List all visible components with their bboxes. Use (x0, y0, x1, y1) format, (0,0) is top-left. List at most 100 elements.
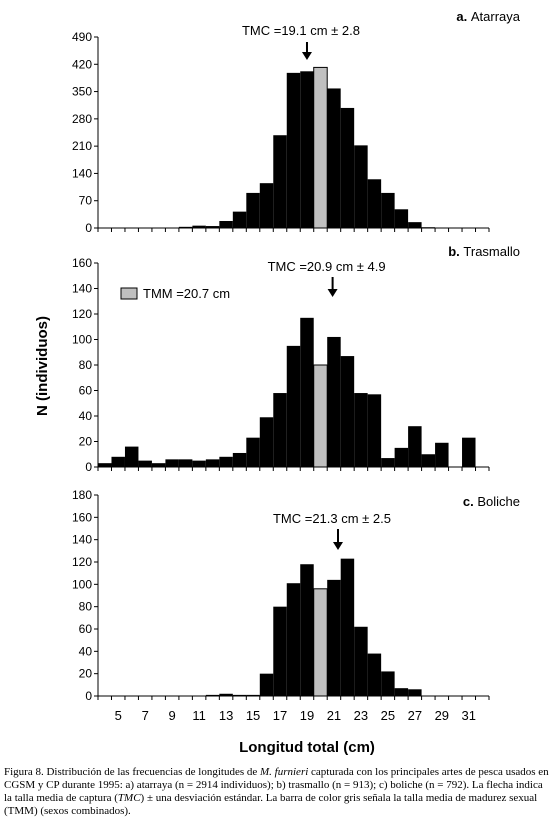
bar (273, 606, 287, 696)
bar (205, 226, 220, 228)
bar (300, 317, 314, 467)
bar (394, 688, 409, 696)
y-axis-label: N (individuos) (34, 316, 51, 416)
tmc-arrow-head (301, 52, 312, 60)
y-tick-label: 180 (72, 488, 92, 502)
y-tick-label: 490 (72, 30, 92, 44)
y-tick-label: 160 (72, 256, 92, 270)
bar (286, 72, 301, 228)
bar (354, 145, 368, 228)
panel-label-letter: b. (448, 244, 463, 259)
panel-label-text: Boliche (477, 494, 520, 509)
bar (232, 694, 247, 696)
y-tick-label: 20 (79, 667, 93, 681)
legend-swatch (120, 287, 138, 300)
bar (408, 222, 422, 228)
bar (462, 437, 476, 467)
y-tick-label: 160 (72, 510, 92, 524)
x-tick-label: 7 (142, 708, 149, 723)
y-tick-label: 80 (79, 600, 93, 614)
bar (394, 447, 409, 467)
bar (340, 107, 355, 228)
y-tick-label: 210 (72, 139, 92, 153)
x-axis-label: Longitud total (cm) (239, 739, 375, 756)
caption-part-2: capturada con los principales artes de p… (4, 766, 549, 804)
y-tick-label: 60 (79, 384, 93, 398)
bar (381, 671, 395, 696)
y-tick-label: 60 (79, 622, 93, 636)
bar (340, 558, 355, 696)
x-tick-label: 5 (115, 708, 122, 723)
bar (300, 564, 314, 696)
y-tick-label: 120 (72, 307, 92, 321)
y-tick-label: 20 (79, 435, 93, 449)
bar (408, 689, 422, 696)
bar (354, 393, 368, 467)
panel-label: a. Atarraya (456, 9, 520, 24)
bar (246, 437, 260, 467)
x-tick-label: 21 (327, 708, 341, 723)
y-tick-label: 120 (72, 555, 92, 569)
bar (354, 626, 368, 696)
x-tick-label: 27 (408, 708, 422, 723)
y-tick-label: 40 (79, 409, 93, 423)
bar (178, 226, 193, 228)
tmc-annotation: TMC =21.3 cm ± 2.5 (273, 511, 391, 526)
bar (205, 694, 220, 696)
y-tick-label: 420 (72, 57, 92, 71)
caption-species: M. furnieri (260, 766, 309, 778)
x-tick-label: 25 (381, 708, 395, 723)
panel-label: b. Trasmallo (448, 244, 520, 259)
x-tick-label: 23 (354, 708, 368, 723)
y-tick-label: 0 (85, 689, 92, 703)
figure-caption: Figura 8. Distribución de las frecuencia… (4, 766, 550, 818)
bar (381, 458, 395, 467)
tmc-annotation: TMC =19.1 cm ± 2.8 (242, 23, 360, 38)
bar (273, 135, 287, 228)
panel-label-text: Atarraya (471, 9, 521, 24)
bar (286, 583, 301, 696)
panel-2: 0 20 40 60 80 100 120 140 160 180 c. Boliche TMC =2… (72, 488, 520, 723)
x-tick-label: 31 (462, 708, 476, 723)
bar (421, 454, 436, 467)
legend-label: TMM =20.7 cm (143, 286, 230, 301)
bar (192, 460, 206, 467)
bar (124, 446, 139, 467)
bar (259, 417, 274, 467)
bar (219, 693, 233, 696)
y-tick-label: 100 (72, 577, 92, 591)
y-tick-label: 140 (72, 282, 92, 296)
panel-label-letter: c. (463, 494, 477, 509)
x-tick-label: 9 (169, 708, 176, 723)
bar (259, 183, 274, 228)
bar (192, 225, 206, 228)
bar (327, 579, 341, 696)
y-tick-label: 140 (72, 533, 92, 547)
bar-highlight (313, 364, 328, 468)
bar (367, 179, 382, 228)
bar (151, 463, 166, 467)
caption-tmc: TMC (117, 792, 141, 804)
bar (381, 192, 395, 228)
bar (300, 71, 314, 229)
panel-label: c. Boliche (463, 494, 520, 509)
x-tick-label: 17 (273, 708, 287, 723)
bar (246, 192, 260, 228)
panel-1: 0 20 40 60 80 100 120 140 160 b. Trasmallo TMC =20… (72, 244, 520, 474)
bar (394, 209, 409, 228)
bar (138, 460, 152, 467)
tmc-annotation: TMC =20.9 cm ± 4.9 (268, 259, 386, 274)
bar (165, 459, 179, 467)
bar (205, 459, 220, 467)
bar (98, 463, 112, 467)
bar (367, 394, 382, 467)
x-tick-label: 19 (300, 708, 314, 723)
bar (327, 336, 341, 467)
bar (259, 673, 274, 696)
y-tick-label: 140 (72, 166, 92, 180)
bar (327, 88, 341, 228)
bar (286, 345, 301, 467)
panel-label-letter: a. (456, 9, 470, 24)
x-tick-label: 13 (219, 708, 233, 723)
